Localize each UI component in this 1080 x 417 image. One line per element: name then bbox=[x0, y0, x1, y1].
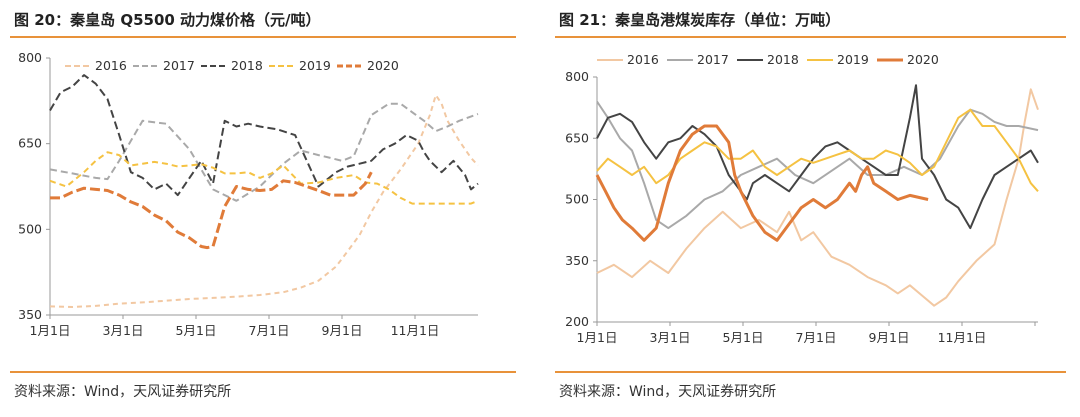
chart-panel-inventory: 图 21：秦皇岛港煤炭库存（单位：万吨） 200 350 500 650 800 1月1日… bbox=[545, 0, 1080, 417]
x-tick-label: 7月1日 bbox=[249, 323, 290, 338]
x-tick-label: 9月1日 bbox=[322, 323, 363, 338]
legend-label-2020: 2020 bbox=[367, 58, 399, 73]
x-tick-label: 11月1日 bbox=[391, 323, 440, 338]
source-note: 资料来源：Wind，天风证券研究所 bbox=[14, 384, 232, 400]
chart-title: 图 20：秦皇岛 Q5500 动力煤价格（元/吨） bbox=[14, 11, 321, 29]
chart-title: 图 21：秦皇岛港煤炭库存（单位：万吨） bbox=[559, 11, 841, 29]
series-line-2019 bbox=[49, 151, 479, 205]
x-tick-label: 7月1日 bbox=[796, 330, 837, 345]
title-divider bbox=[555, 36, 1066, 38]
source-note: 资料来源：Wind，天风证券研究所 bbox=[559, 384, 777, 400]
source-divider bbox=[10, 371, 516, 373]
y-tick-label: 800 bbox=[18, 50, 42, 65]
legend-label-2017: 2017 bbox=[697, 52, 729, 67]
legend-label-2019: 2019 bbox=[837, 52, 869, 67]
y-tick-label: 350 bbox=[565, 253, 589, 268]
x-tick-label: 9月1日 bbox=[869, 330, 910, 345]
inventory-line-chart: 200 350 500 650 800 1月1日 3月1日 5月1日 7月1日 9月1日 11月1日… bbox=[565, 52, 1039, 345]
x-tick-label: 5月1日 bbox=[723, 330, 764, 345]
price-line-chart: 350 500 650 800 1月1日 3月1日 5月1日 7月1日 9月1日 11月1日 201… bbox=[18, 50, 479, 338]
x-tick-label: 11月1日 bbox=[938, 330, 987, 345]
y-tick-label: 650 bbox=[18, 136, 42, 151]
legend-label-2016: 2016 bbox=[627, 52, 659, 67]
x-tick-label: 1月1日 bbox=[30, 323, 71, 338]
series-line-2018 bbox=[596, 84, 1039, 230]
legend-label-2019: 2019 bbox=[299, 58, 331, 73]
y-tick-label: 500 bbox=[18, 221, 42, 236]
series-line-2020 bbox=[595, 124, 929, 242]
x-tick-label: 5月1日 bbox=[176, 323, 217, 338]
y-tick-label: 800 bbox=[565, 69, 589, 84]
legend-label-2017: 2017 bbox=[163, 58, 195, 73]
x-tick-label: 3月1日 bbox=[650, 330, 691, 345]
y-tick-label: 650 bbox=[565, 130, 589, 145]
legend-label-2020: 2020 bbox=[907, 52, 939, 67]
y-tick-label: 200 bbox=[565, 314, 589, 329]
series-line-2020 bbox=[50, 171, 373, 250]
series-line-2016 bbox=[596, 88, 1039, 307]
series-line-2017 bbox=[49, 102, 479, 202]
x-tick-label: 3月1日 bbox=[103, 323, 144, 338]
series-line-2018 bbox=[49, 74, 479, 197]
legend-label-2018: 2018 bbox=[767, 52, 799, 67]
series-line-2016 bbox=[49, 94, 479, 308]
source-divider bbox=[555, 371, 1066, 373]
legend-label-2018: 2018 bbox=[231, 58, 263, 73]
legend-label-2016: 2016 bbox=[95, 58, 127, 73]
chart-panel-price: 图 20：秦皇岛 Q5500 动力煤价格（元/吨） 350 500 650 800 1月… bbox=[0, 0, 530, 417]
y-tick-label: 500 bbox=[565, 192, 589, 207]
y-tick-label: 350 bbox=[18, 307, 42, 322]
series-line-2019 bbox=[596, 108, 1039, 192]
series-line-2017 bbox=[596, 100, 1039, 230]
title-divider bbox=[10, 36, 516, 38]
x-tick-label: 1月1日 bbox=[577, 330, 618, 345]
